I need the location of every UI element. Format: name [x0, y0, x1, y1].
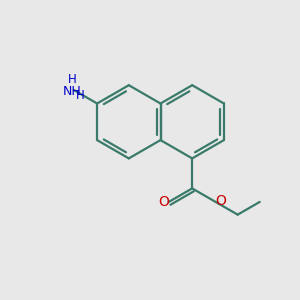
Text: NH: NH — [63, 85, 82, 98]
Text: H: H — [68, 74, 76, 86]
Text: O: O — [215, 194, 226, 208]
Text: H: H — [76, 89, 85, 102]
Text: O: O — [158, 195, 169, 209]
